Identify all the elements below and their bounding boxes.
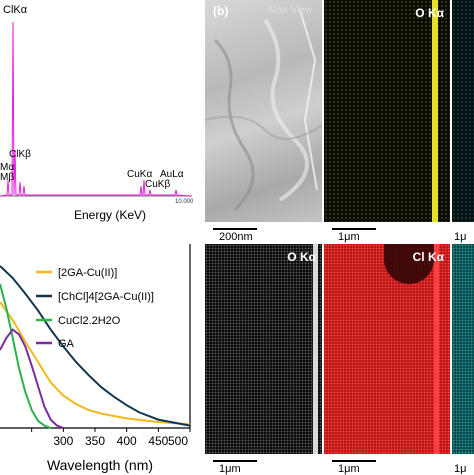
uv-x-axis-label: Wavelength (nm)	[47, 457, 153, 473]
series-line-2	[0, 283, 52, 429]
o-ka-label-bottom: O Kα	[287, 250, 316, 264]
scalebar-cl-ka: 1μm	[324, 456, 450, 475]
peak-label-clka: ClKα	[3, 4, 28, 16]
max-view-label: Max View	[268, 5, 312, 16]
legend-label-0: [2GA-Cu(II)]	[58, 267, 117, 279]
cl-ka-label: Cl Kα	[412, 250, 444, 264]
sem-max-view-image: Max View	[205, 0, 322, 222]
eds-x-end-tick: 10.000	[175, 199, 194, 205]
o-ka-bright-stripe	[432, 0, 438, 222]
legend-label-3: GA	[58, 338, 75, 350]
scalebar-third-bottom: 1μ	[452, 456, 474, 474]
peak-label-mb: Mβ	[0, 172, 14, 183]
scalebar-max-view: 200nm	[205, 224, 322, 246]
scalebar-third-top: 1μ	[452, 224, 474, 246]
peak-label-aula: AuLα	[160, 169, 184, 180]
x-tick-label-2: 350	[85, 434, 105, 448]
eds-x-axis-label: Energy (KeV)	[74, 208, 146, 222]
series-line-3	[0, 328, 64, 429]
scalebar-o-ka-bottom: 1μm	[205, 456, 322, 475]
legend-label-2: CuCl2.2H2O	[58, 315, 121, 327]
cl-ka-stripe	[434, 244, 439, 454]
cl-ka-map: Cl Kα	[324, 244, 450, 454]
o-ka-map-bottom: O Kα	[205, 244, 322, 454]
eds-spectrum-line	[0, 21, 193, 197]
peak-label-cuka: CuKα	[127, 169, 152, 180]
third-map-bottom	[452, 244, 474, 454]
peak-label-clkb: ClKβ	[9, 149, 31, 160]
sem-texture	[205, 9, 322, 212]
eds-map-panel: Max View 200nm O Kα 1μm 1μ O Kα 1μm Cl K…	[205, 0, 474, 475]
x-tick-label-4: 450	[148, 434, 168, 448]
o-ka-map-top: O Kα	[324, 0, 450, 222]
scalebar-o-ka-top: 1μm	[324, 224, 450, 246]
uv-vis-chart: 300 350 400 450 500 [2GA-Cu(II)] [ChCl]4[2GA-…	[0, 244, 191, 473]
x-tick-label-1: 300	[53, 434, 73, 448]
peak-label-cukb: CuKβ	[145, 179, 170, 190]
x-tick-label-3: 400	[117, 434, 137, 448]
cl-ka-dark-region	[384, 244, 434, 284]
x-tick-label-5: 500	[168, 434, 188, 448]
panel-b-label: (b)	[213, 4, 229, 18]
o-ka-bottom-stripe	[313, 244, 318, 454]
peak-label-ma: Mα	[0, 162, 14, 173]
o-ka-label-top: O Kα	[415, 6, 444, 20]
series-line-1	[0, 265, 191, 427]
series-line-0	[0, 301, 191, 426]
eds-spectrum-panel: ClKα ClKβ Mα Mβ CuKα CuKβ AuLα 10.000 En…	[0, 4, 194, 222]
third-map-top	[452, 0, 474, 222]
legend-label-1: [ChCl]4[2GA-Cu(II)]	[58, 291, 154, 303]
